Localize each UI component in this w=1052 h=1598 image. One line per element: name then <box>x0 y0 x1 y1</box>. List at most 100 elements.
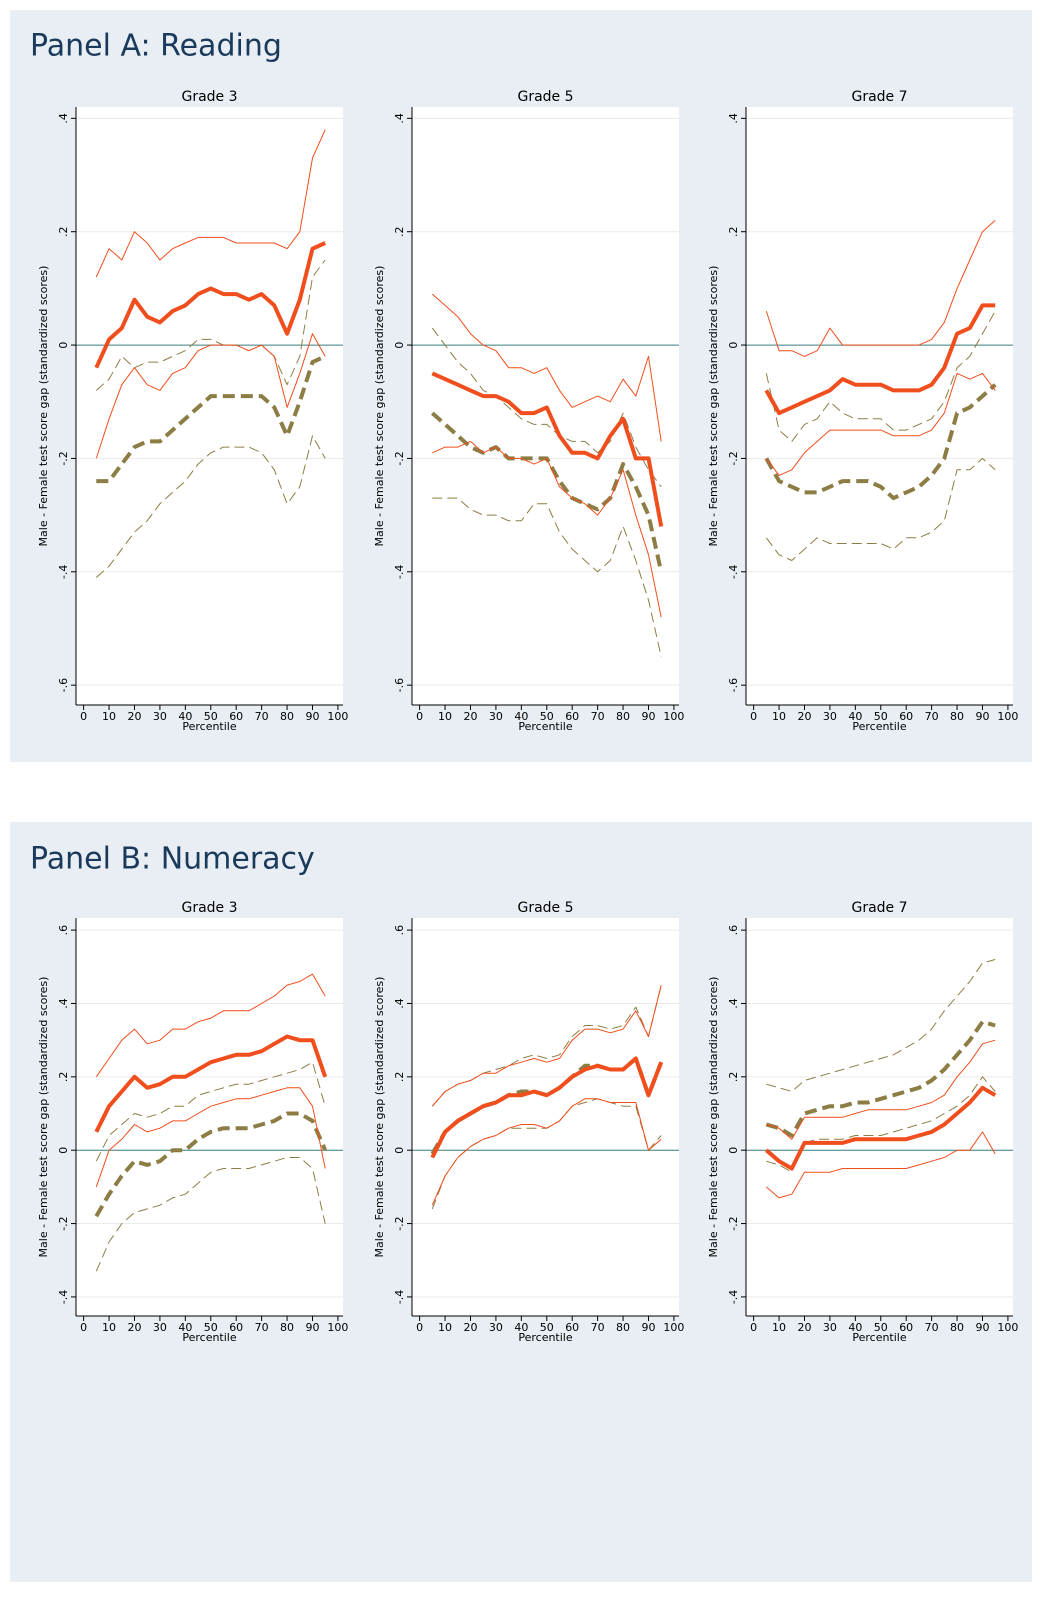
y-tick-label: .2 <box>393 226 406 237</box>
plot-area <box>76 107 343 705</box>
y-tick-label: .6 <box>393 925 406 936</box>
series-line <box>765 457 996 561</box>
x-tick-label: 0 <box>416 1321 423 1334</box>
x-tick-label: 60 <box>899 1321 913 1334</box>
x-tick-label: 50 <box>540 1321 554 1334</box>
x-tick-label: 60 <box>565 1321 579 1334</box>
x-tick-label: 80 <box>280 1321 294 1334</box>
chart-title: Grade 7 <box>851 89 907 105</box>
y-tick-label: .2 <box>57 226 70 237</box>
series-line <box>432 497 662 657</box>
y-tick-label: -.2 <box>57 1216 70 1230</box>
x-tick-label: 20 <box>127 1321 141 1334</box>
series-line <box>764 303 996 416</box>
y-axis-label: Male - Female test score gap (standardiz… <box>37 266 50 547</box>
y-tick-label: -.2 <box>727 1216 740 1230</box>
y-tick-label: .2 <box>727 226 740 237</box>
x-tick-label: 30 <box>153 710 167 723</box>
x-tick-label: 50 <box>204 710 218 723</box>
x-tick-label: 70 <box>591 1321 605 1334</box>
y-tick-label: .4 <box>727 113 740 124</box>
series-line <box>766 959 996 1092</box>
x-tick-label: 90 <box>975 1321 989 1334</box>
series-line <box>94 1034 328 1133</box>
y-axis-label: Male - Female test score gap (standardiz… <box>37 977 50 1258</box>
chart-title: Grade 7 <box>851 900 907 916</box>
series-line <box>431 1098 662 1206</box>
y-axis-label: Male - Female test score gap (standardiz… <box>373 977 386 1258</box>
series-line <box>764 383 997 501</box>
series-line <box>431 327 662 488</box>
chart-title: Grade 5 <box>517 900 573 916</box>
x-tick-label: 40 <box>848 710 862 723</box>
x-tick-label: 30 <box>823 1321 837 1334</box>
y-tick-label: 0 <box>393 1147 406 1154</box>
y-tick-label: -.4 <box>727 565 740 579</box>
x-tick-label: 30 <box>489 1321 503 1334</box>
x-tick-label: 80 <box>616 710 630 723</box>
y-tick-label: -.4 <box>57 565 70 579</box>
series-line <box>95 333 326 459</box>
y-tick-label: 0 <box>393 342 406 349</box>
y-axis-label: Male - Female test score gap (standardiz… <box>707 977 720 1258</box>
series-line <box>765 1019 996 1138</box>
y-tick-label: .2 <box>393 1072 406 1083</box>
x-axis-label: Percentile <box>518 720 573 733</box>
x-tick-label: 100 <box>327 710 348 723</box>
series-line <box>94 241 327 369</box>
y-tick-label: -.2 <box>393 1216 406 1230</box>
x-axis-label: Percentile <box>518 1331 573 1344</box>
x-tick-label: 0 <box>416 710 423 723</box>
x-tick-label: 90 <box>641 1321 655 1334</box>
x-tick-label: 60 <box>565 710 579 723</box>
y-tick-label: -.2 <box>57 451 70 465</box>
y-axis-label: Male - Female test score gap (standardiz… <box>707 266 720 547</box>
x-tick-label: 60 <box>229 710 243 723</box>
x-tick-label: 70 <box>255 1321 269 1334</box>
y-tick-label: .2 <box>57 1072 70 1083</box>
series-line <box>765 1131 996 1199</box>
x-tick-label: 70 <box>925 710 939 723</box>
x-tick-label: 20 <box>797 710 811 723</box>
x-tick-label: 0 <box>80 710 87 723</box>
series-line <box>95 435 326 578</box>
x-tick-label: 40 <box>178 1321 192 1334</box>
series-line <box>96 354 327 484</box>
y-tick-label: .4 <box>727 998 740 1009</box>
series-line <box>765 310 996 442</box>
x-tick-label: 30 <box>153 1321 167 1334</box>
x-tick-label: 70 <box>925 1321 939 1334</box>
chart-title: Grade 5 <box>517 89 573 105</box>
y-tick-label: 0 <box>57 1147 70 1154</box>
x-tick-label: 10 <box>438 710 452 723</box>
y-tick-label: 0 <box>727 1147 740 1154</box>
x-tick-label: 100 <box>663 1321 684 1334</box>
x-tick-label: 50 <box>874 1321 888 1334</box>
x-tick-label: 20 <box>463 1321 477 1334</box>
x-tick-label: 10 <box>438 1321 452 1334</box>
x-tick-label: 10 <box>772 1321 786 1334</box>
x-tick-label: 20 <box>463 710 477 723</box>
y-tick-label: .4 <box>393 998 406 1009</box>
x-tick-label: 40 <box>514 710 528 723</box>
series-line <box>431 371 664 527</box>
x-tick-label: 30 <box>489 710 503 723</box>
x-tick-label: 10 <box>772 710 786 723</box>
x-tick-label: 50 <box>204 1321 218 1334</box>
x-tick-label: 90 <box>975 710 989 723</box>
series-line <box>432 440 662 618</box>
y-tick-label: .4 <box>57 998 70 1009</box>
series-line <box>766 1039 996 1140</box>
x-tick-label: 0 <box>750 1321 757 1334</box>
y-tick-label: .4 <box>57 113 70 124</box>
x-tick-label: 10 <box>102 710 116 723</box>
series-line <box>764 1085 997 1171</box>
x-tick-label: 80 <box>280 710 294 723</box>
x-axis-label: Percentile <box>852 720 907 733</box>
series-line <box>95 1157 326 1272</box>
x-tick-label: 20 <box>797 1321 811 1334</box>
y-tick-label: .4 <box>393 113 406 124</box>
x-tick-label: 90 <box>305 710 319 723</box>
plot-area <box>76 918 343 1316</box>
